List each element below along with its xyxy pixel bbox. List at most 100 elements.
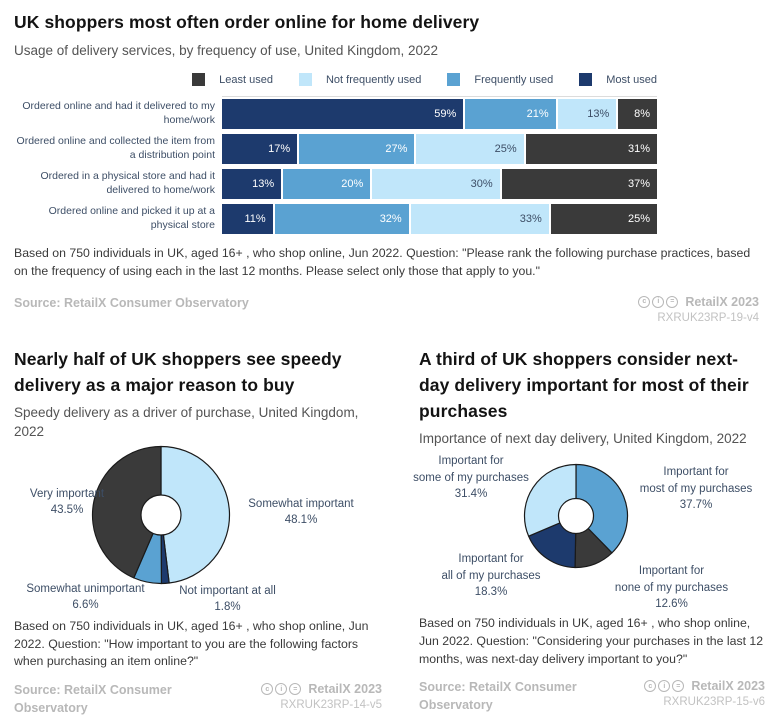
chart1-credit: c i = RetailX 2023 RXRUK23RP-19-v4	[638, 295, 759, 324]
chart2-credit: c i = RetailX 2023 RXRUK23RP-14-v5	[261, 682, 382, 711]
chart1-subtitle: Usage of delivery services, by frequency…	[14, 43, 438, 58]
chart2-title: Nearly half of UK shoppers see speedy de…	[14, 348, 342, 395]
chart3-source: Source: RetailX Consumer Observatory	[419, 680, 577, 712]
pie-speedy-area: Very important 43.5% Somewhat important …	[14, 444, 382, 614]
chart2-source: Source: RetailX Consumer Observatory	[14, 683, 172, 715]
bar-row-label: Ordered online and collected the item fr…	[16, 135, 215, 161]
chart1-source: Source: RetailX Consumer Observatory	[14, 295, 249, 310]
bar-segment-value: 25%	[494, 143, 517, 155]
by-icon: i	[652, 295, 665, 308]
bar-row: Ordered online and collected the item fr…	[14, 134, 657, 164]
bar-segment-value: 11%	[244, 213, 266, 225]
chart3-credit: c i = RetailX 2023 RXRUK23RP-15-v6	[644, 679, 765, 708]
chart-delivery-usage: UK shoppers most often order online for …	[0, 0, 773, 324]
bottom-charts-row: Nearly half of UK shoppers see speedy de…	[0, 338, 773, 717]
nd-icon: =	[672, 680, 685, 693]
nd-icon: =	[289, 683, 302, 696]
bar-track: 59% 21% 13% 8%	[222, 99, 657, 129]
bar-segment-most-used: 59%	[222, 99, 464, 129]
pie-label-most-purchases: Important for most of my purchases 37.7%	[639, 466, 753, 511]
bar-segment-value: 13%	[587, 108, 610, 120]
bar-segment-value: 27%	[385, 143, 408, 155]
donut-hole	[557, 498, 595, 535]
chart2-source-row: Source: RetailX Consumer Observatory c i…	[14, 682, 382, 717]
pie-label-not-important: Not important at all 1.8%	[179, 584, 276, 614]
bar-segment-value: 31%	[627, 143, 650, 155]
donut-hole	[140, 494, 182, 536]
bar-segment-not-frequently-used: 33%	[410, 204, 549, 234]
chart1-footnote: Based on 750 individuals in UK, aged 16+…	[14, 246, 751, 278]
by-icon: i	[275, 683, 288, 696]
bar-segment-value: 25%	[627, 213, 650, 225]
legend-item-frequently-used: Frequently used	[447, 73, 553, 86]
bar-segment-value: 21%	[526, 108, 549, 120]
pie-slice	[160, 445, 231, 584]
stacked-bar-rows: Ordered online and had it delivered to m…	[14, 96, 657, 234]
bar-segment-frequently-used: 20%	[283, 169, 371, 199]
chart-speedy-delivery: Nearly half of UK shoppers see speedy de…	[0, 338, 388, 717]
bar-segment-most-used: 17%	[222, 134, 298, 164]
bar-segment-value: 37%	[627, 178, 650, 190]
chart2-subtitle: Speedy delivery as a driver of purchase,…	[14, 405, 359, 440]
bar-row-label: Ordered online and picked it up at a phy…	[48, 205, 215, 231]
bar-segment-value: 17%	[268, 143, 291, 155]
bar-segment-not-frequently-used: 13%	[557, 99, 617, 129]
legend-label: Not frequently used	[325, 73, 422, 86]
cc-icon: c	[638, 295, 651, 308]
legend-swatch	[447, 73, 461, 86]
bar-row-label: Ordered online and had it delivered to m…	[22, 100, 215, 126]
pie-label-none-purchases: Important for none of my purchases 12.6%	[614, 565, 729, 610]
legend-swatch	[298, 73, 312, 86]
chart3-title: A third of UK shoppers consider next-day…	[419, 348, 749, 422]
chart2-footnote: Based on 750 individuals in UK, aged 16+…	[14, 618, 369, 669]
legend-item-least-used: Least used	[192, 73, 273, 86]
legend-item-not-frequently-used: Not frequently used	[298, 73, 422, 86]
chart2-brand: RetailX 2023	[308, 682, 382, 697]
bar-track: 17% 27% 25% 31%	[222, 134, 657, 164]
bar-track: 13% 20% 30% 37%	[222, 169, 657, 199]
cc-icon: c	[644, 680, 657, 693]
pie-label-some-purchases: Important for some of my purchases 31.4%	[413, 455, 529, 500]
by-icon: i	[658, 680, 671, 693]
pie-nextday-area: Important for some of my purchases 31.4%…	[413, 451, 765, 611]
legend-item-most-used: Most used	[579, 73, 657, 86]
chart1-plot-area: Least used Not frequently used Frequently …	[14, 73, 657, 234]
pie-label-all-purchases: Important for all of my purchases 18.3%	[441, 553, 541, 598]
bar-segment-frequently-used: 32%	[274, 204, 409, 234]
legend-label: Frequently used	[474, 73, 554, 86]
bar-segment-value: 13%	[252, 178, 275, 190]
chart1-code: RXRUK23RP-19-v4	[657, 311, 759, 324]
legend-label: Most used	[606, 73, 657, 86]
chart3-code: RXRUK23RP-15-v6	[663, 696, 765, 709]
bar-segment-value: 8%	[634, 108, 650, 120]
chart3-subtitle: Importance of next day delivery, United …	[419, 431, 747, 447]
chart1-legend: Least used Not frequently used Frequently …	[14, 73, 657, 86]
bar-segment-frequently-used: 27%	[299, 134, 415, 164]
cc-icon: c	[261, 683, 274, 696]
chart3-footnote: Based on 750 individuals in UK, aged 16+…	[419, 616, 764, 666]
bar-segment-value: 59%	[434, 108, 457, 120]
chart-nextday-delivery: A third of UK shoppers consider next-day…	[388, 338, 773, 717]
pie-slice	[575, 464, 629, 554]
bar-track: 11% 32% 33% 25%	[222, 204, 657, 234]
chart1-title: UK shoppers most often order online for …	[14, 12, 480, 32]
bar-segment-value: 20%	[341, 178, 364, 190]
bar-segment-not-frequently-used: 25%	[416, 134, 524, 164]
bar-segment-frequently-used: 21%	[465, 99, 556, 129]
bar-segment-least-used: 8%	[618, 99, 657, 129]
chart1-brand: RetailX 2023	[685, 294, 759, 309]
pie-label-very-important: Very important 43.5%	[29, 487, 105, 517]
nd-icon: =	[666, 295, 679, 308]
chart3-brand: RetailX 2023	[691, 679, 765, 694]
pie-slice	[91, 445, 162, 579]
cc-license-icons: c i =	[261, 683, 302, 696]
bar-segment-most-used: 11%	[222, 204, 273, 234]
bar-row: Ordered online and had it delivered to m…	[14, 99, 657, 129]
bar-segment-most-used: 13%	[222, 169, 282, 199]
bar-segment-value: 33%	[519, 213, 542, 225]
bar-segment-value: 32%	[379, 213, 402, 225]
chart2-code: RXRUK23RP-14-v5	[280, 699, 382, 712]
bar-row: Ordered in a physical store and had it d…	[14, 169, 657, 199]
legend-swatch	[579, 73, 593, 86]
